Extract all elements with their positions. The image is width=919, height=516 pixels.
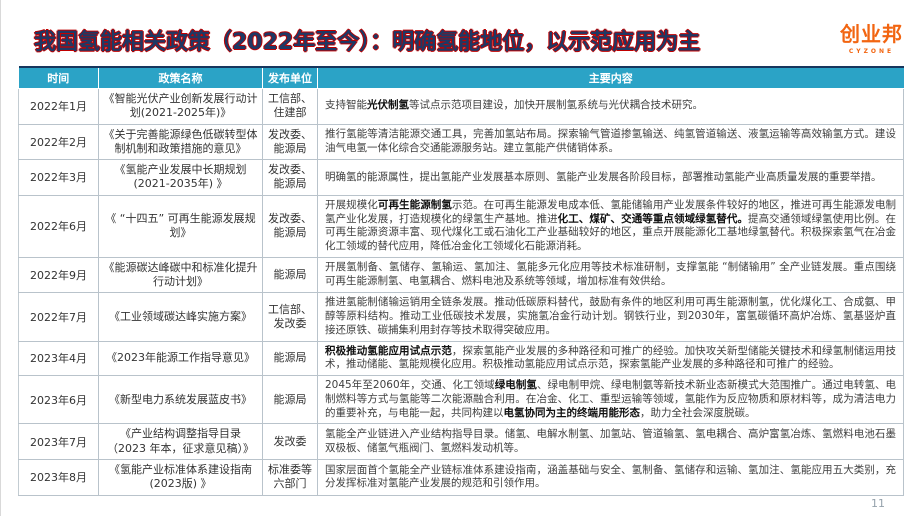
content-text-run: 开展规模化 [325, 198, 378, 211]
policy-date-cell: 2022年9月 [18, 256, 99, 294]
policy-date-cell: 2023年7月 [18, 423, 99, 460]
content-text-run: 2045年至2060年，交通、化工领域 [325, 379, 495, 392]
policy-row: 2022年1月 《智能光伏产业创新发展行动计划(2021-2025年)》 工信部、住… [18, 88, 904, 125]
content-bold-run: 光伏制氢 [367, 99, 409, 112]
content-text-run: 提高交通领域绿氢使用比例。在可再生能源资源丰富、现代煤化工或石油化工产业基础较好… [325, 212, 897, 253]
logo-subtext: CYZONE [848, 48, 895, 55]
policy-name-cell: 《氢能产业发展中长期规划(2021-2035年) 》 [98, 159, 263, 196]
policy-name-cell: 《新型电力系统发展蓝皮书》 [98, 375, 263, 425]
policy-content-cell: 2045年至2060年，交通、化工领域绿电制氢、绿电制甲烷、绿电制氨等新技术新业… [317, 375, 904, 425]
policy-date-cell: 2022年2月 [18, 123, 99, 161]
page-number: 11 [871, 497, 885, 510]
policy-name-cell: 《智能光伏产业创新发展行动计划(2021-2025年)》 [98, 88, 263, 125]
content-text-run: 明确氢的能源属性，提出氢能产业发展基本原则、氢能产业发展各阶段目标，部署推动氢能… [325, 170, 882, 183]
policy-content-cell: 国家层面首个氢能全产业链标准体系建设指南，涵盖基础与安全、氢制备、氢储存和运输、… [317, 458, 904, 496]
logo-text: 创业邦 [840, 22, 903, 46]
content-text-run: 开展氢制备、氢储存、氢输运、氢加注、氢能多元化应用等技术标准研制，支撑氢能 “制… [325, 261, 896, 288]
policy-agency-cell: 工信部、发改委 [262, 292, 318, 342]
content-text-run: 国家层面首个氢能全产业链标准体系建设指南，涵盖基础与安全、氢制备、氢储存和运输、… [325, 463, 896, 490]
content-bold-run: 绿电制氢 [494, 379, 537, 392]
policy-date-cell: 2022年1月 [18, 88, 99, 125]
content-text-run: 等试点示范项目建设，加快开展制氢系统与光伏耦合技术研究。 [409, 99, 703, 112]
content-bold-run: 可再生能源制氢 [377, 198, 452, 211]
policy-content-cell: 推行氢能等清洁能源交通工具，完善加氢站布局。探索输气管道掺氢输送、纯氢管道输送、… [317, 123, 904, 161]
policy-date-cell: 2023年4月 [18, 340, 99, 377]
policy-content-cell: 开展氢制备、氢储存、氢输运、氢加注、氢能多元化应用等技术标准研制，支撑氢能 “制… [317, 256, 904, 294]
content-text-run: 示范。在可再生能源发电成本低、氢能储输用产业发展条件较好的地区，推进可再生能源发… [325, 198, 897, 225]
policy-content-cell: 开展规模化可再生能源制氢示范。在可再生能源发电成本低、氢能储输用产业发展条件较好… [317, 194, 904, 258]
policy-row: 2022年7月 《工业领域碳达峰实施方案》 工信部、发改委 推进氢能制储输运销用全链条… [18, 292, 904, 342]
policy-agency-cell: 发改委、能源局 [262, 194, 318, 258]
policy-name-cell: 《产业结构调整指导目录（2023 年本，征求意见稿）》 [98, 423, 263, 460]
policy-name-cell: 《工业领域碳达峰实施方案》 [98, 292, 263, 342]
policy-agency-cell: 发改委、能源局 [262, 159, 318, 196]
policy-date-cell: 2023年6月 [18, 375, 99, 425]
policy-agency-cell: 发改委、能源局 [262, 123, 318, 161]
policy-name-cell: 《2023年能源工作指导意见》 [98, 340, 263, 377]
content-text-run: 推进氢能制储输运销用全链条发展。推动低碳原料替代，鼓励有条件的地区利用可再生能源… [325, 296, 896, 336]
policy-content-cell: 推进氢能制储输运销用全链条发展。推动低碳原料替代，鼓励有条件的地区利用可再生能源… [317, 292, 904, 342]
policy-date-cell: 2023年8月 [18, 458, 99, 496]
col-header-time: 时间 [18, 66, 99, 89]
content-bold-run: 积极推动氢能应用试点示范 [325, 344, 452, 357]
table-body: 2022年1月 《智能光伏产业创新发展行动计划(2021-2025年)》 工信部、住… [18, 88, 904, 496]
policy-table: 时间 政策名称 发布单位 主要内容 2022年1月 《智能光伏产业创新发展行动计划… [18, 66, 904, 496]
policy-date-cell: 2022年6月 [18, 194, 99, 258]
content-text-run: 推行氢能等清洁能源交通工具，完善加氢站布局。探索输气管道掺氢输送、纯氢管道输送、… [325, 128, 896, 154]
content-bold-run: 电氢协同为主的终端用能形态 [503, 406, 641, 419]
policy-agency-cell: 标准委等六部门 [262, 458, 318, 496]
cyzone-logo: 创业邦 CYZONE [840, 18, 903, 55]
policy-row: 2022年9月 《能源碳达峰碳中和标准化提升行动计划》 能源局 开展氢制备、氢储存、氢… [18, 256, 904, 294]
policy-agency-cell: 工信部、住建部 [262, 88, 318, 125]
col-header-main-content: 主要内容 [317, 66, 904, 89]
policy-row: 2023年4月 《2023年能源工作指导意见》 能源局 积极推动氢能应用试点示范，探索… [18, 340, 904, 377]
policy-date-cell: 2022年7月 [18, 292, 99, 342]
page-title: 我国氢能相关政策（2022年至今）：明确氢能地位，以示范应用为主 [34, 30, 701, 55]
policy-agency-cell: 能源局 [262, 375, 318, 425]
policy-row: 2023年7月 《产业结构调整指导目录（2023 年本，征求意见稿）》 发改委 氢能全… [18, 423, 904, 460]
policy-name-cell: 《 “十四五” 可再生能源发展规划》 [98, 194, 263, 258]
policy-content-cell: 积极推动氢能应用试点示范，探索氢能产业发展的多种路径和可推广的经验。加快攻关新型… [317, 340, 904, 377]
policy-agency-cell: 发改委 [262, 423, 318, 460]
policy-row: 2022年2月 《关于完善能源绿色低碳转型体制机制和政策措施的意见》 发改委、能源局… [18, 123, 904, 161]
policy-content-cell: 明确氢的能源属性，提出氢能产业发展基本原则、氢能产业发展各阶段目标，部署推动氢能… [317, 159, 904, 196]
policy-row: 2023年6月 《新型电力系统发展蓝皮书》 能源局 2045年至2060年，交通、化工… [18, 375, 904, 425]
policy-agency-cell: 能源局 [262, 256, 318, 294]
col-header-policy-name: 政策名称 [98, 66, 263, 89]
content-text-run: 支持智能 [325, 99, 367, 112]
col-header-agency: 发布单位 [262, 66, 318, 89]
policy-row: 2022年6月《 “十四五” 可再生能源发展规划》 发改委、能源局 开展规模化可再生… [18, 194, 904, 258]
policy-row: 2023年8月 《氢能产业标准体系建设指南(2023版) 》标准委等六部门 国家层面… [18, 458, 904, 496]
content-bold-run: 化工、煤矿、交通等重点领域绿氢替代。 [557, 212, 749, 225]
table-header-row: 时间 政策名称 发布单位 主要内容 [18, 66, 904, 89]
policy-content-cell: 氢能全产业链进入产业结构指导目录。储氢、电解水制氢、加氢站、管道输氢、氢电耦合、… [317, 423, 904, 460]
policy-content-cell: 支持智能光伏制氢等试点示范项目建设，加快开展制氢系统与光伏耦合技术研究。 [317, 88, 904, 125]
content-text-run: ，探索氢能产业发展的多种路径和可推广的经验。加快攻关新型储能关键技术和绿氢制储运… [325, 344, 896, 371]
content-text-run: 氢能全产业链进入产业结构指导目录。储氢、电解水制氢、加氢站、管道输氢、氢电耦合、… [325, 427, 896, 454]
content-text-run: ，助力全社会深度脱碳。 [640, 406, 756, 419]
policy-name-cell: 《关于完善能源绿色低碳转型体制机制和政策措施的意见》 [98, 123, 263, 161]
content-text-run: 、绿电制甲烷、绿电制氨等新技术新业态新模式大范围推广。通过电转氢、电制燃料等方式… [325, 379, 897, 419]
policy-date-cell: 2022年3月 [18, 159, 99, 196]
policy-agency-cell: 能源局 [262, 340, 318, 377]
policy-name-cell: 《氢能产业标准体系建设指南(2023版) 》 [98, 458, 263, 496]
policy-name-cell: 《能源碳达峰碳中和标准化提升行动计划》 [98, 256, 263, 294]
policy-row: 2022年3月 《氢能产业发展中长期规划(2021-2035年) 》发改委、能源局… [18, 159, 904, 196]
